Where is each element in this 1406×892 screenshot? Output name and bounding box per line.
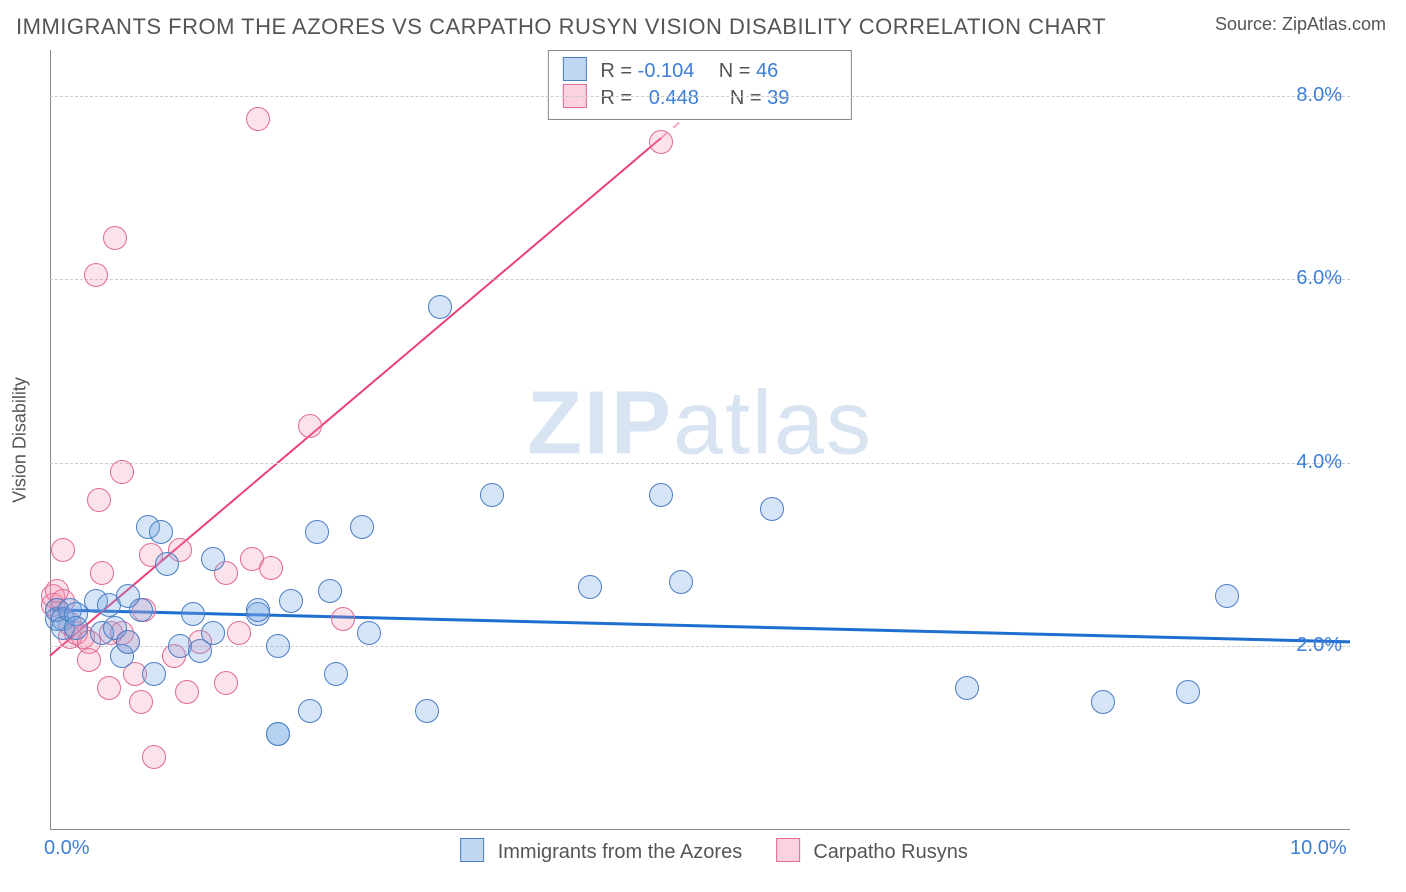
r-blue: -0.104	[638, 58, 708, 84]
scatter-point	[318, 579, 342, 603]
scatter-point	[279, 589, 303, 613]
scatter-point	[181, 602, 205, 626]
scatter-point	[201, 547, 225, 571]
scatter-point	[649, 130, 673, 154]
y-axis-label: Vision Disability	[10, 377, 31, 503]
scatter-point	[415, 699, 439, 723]
scatter-point	[324, 662, 348, 686]
scatter-point	[246, 107, 270, 131]
correlation-box: R = -0.104 N = 46 R = 0.448 N = 39	[548, 50, 852, 120]
gridline	[50, 463, 1350, 464]
scatter-point	[51, 538, 75, 562]
x-tick: 0.0%	[44, 837, 90, 860]
scatter-point	[649, 483, 673, 507]
scatter-point	[578, 575, 602, 599]
y-tick: 6.0%	[1296, 267, 1342, 290]
gridline	[50, 96, 1350, 97]
scatter-point	[64, 616, 88, 640]
scatter-point	[266, 722, 290, 746]
scatter-point	[1176, 680, 1200, 704]
scatter-point	[129, 598, 153, 622]
legend-swatch-blue-icon	[460, 838, 484, 862]
scatter-point	[305, 520, 329, 544]
scatter-point	[155, 552, 179, 576]
r-pink: 0.448	[649, 85, 719, 111]
scatter-point	[428, 295, 452, 319]
trend-pink-solid	[50, 138, 661, 656]
scatter-point	[129, 690, 153, 714]
scatter-point	[298, 414, 322, 438]
scatter-point	[669, 570, 693, 594]
scatter-point	[103, 226, 127, 250]
scatter-point	[266, 634, 290, 658]
scatter-point	[97, 676, 121, 700]
scatter-point	[760, 497, 784, 521]
n-pink: 39	[767, 85, 837, 111]
scatter-point	[142, 745, 166, 769]
scatter-plot: ZIPatlas Vision Disability R = -0.104 N …	[50, 50, 1350, 830]
n-blue: 46	[756, 58, 826, 84]
chart-title: IMMIGRANTS FROM THE AZORES VS CARPATHO R…	[16, 14, 1106, 40]
scatter-point	[116, 630, 140, 654]
scatter-point	[298, 699, 322, 723]
scatter-point	[259, 556, 283, 580]
scatter-point	[149, 520, 173, 544]
scatter-point	[357, 621, 381, 645]
y-tick: 2.0%	[1296, 634, 1342, 657]
scatter-point	[955, 676, 979, 700]
scatter-point	[87, 488, 111, 512]
scatter-point	[331, 607, 355, 631]
bottom-legend: Immigrants from the Azores Carpatho Rusy…	[432, 838, 968, 864]
source-label: Source: ZipAtlas.com	[1215, 14, 1386, 35]
scatter-point	[350, 515, 374, 539]
scatter-point	[77, 648, 101, 672]
y-tick: 8.0%	[1296, 84, 1342, 107]
scatter-point	[90, 561, 114, 585]
trend-lines	[50, 50, 1350, 830]
legend-label-pink: Carpatho Rusyns	[813, 841, 968, 863]
scatter-point	[201, 621, 225, 645]
scatter-point	[246, 598, 270, 622]
scatter-point	[142, 662, 166, 686]
legend-label-blue: Immigrants from the Azores	[498, 841, 743, 863]
y-tick: 4.0%	[1296, 451, 1342, 474]
scatter-point	[84, 263, 108, 287]
scatter-point	[1215, 584, 1239, 608]
scatter-point	[214, 671, 238, 695]
gridline	[50, 646, 1350, 647]
scatter-point	[1091, 690, 1115, 714]
scatter-point	[480, 483, 504, 507]
corr-row-pink: R = 0.448 N = 39	[563, 84, 837, 111]
swatch-blue-icon	[563, 57, 587, 81]
gridline	[50, 279, 1350, 280]
x-tick: 10.0%	[1290, 837, 1347, 860]
legend-swatch-pink-icon	[776, 838, 800, 862]
scatter-point	[175, 680, 199, 704]
scatter-point	[227, 621, 251, 645]
scatter-point	[110, 460, 134, 484]
corr-row-blue: R = -0.104 N = 46	[563, 57, 837, 84]
